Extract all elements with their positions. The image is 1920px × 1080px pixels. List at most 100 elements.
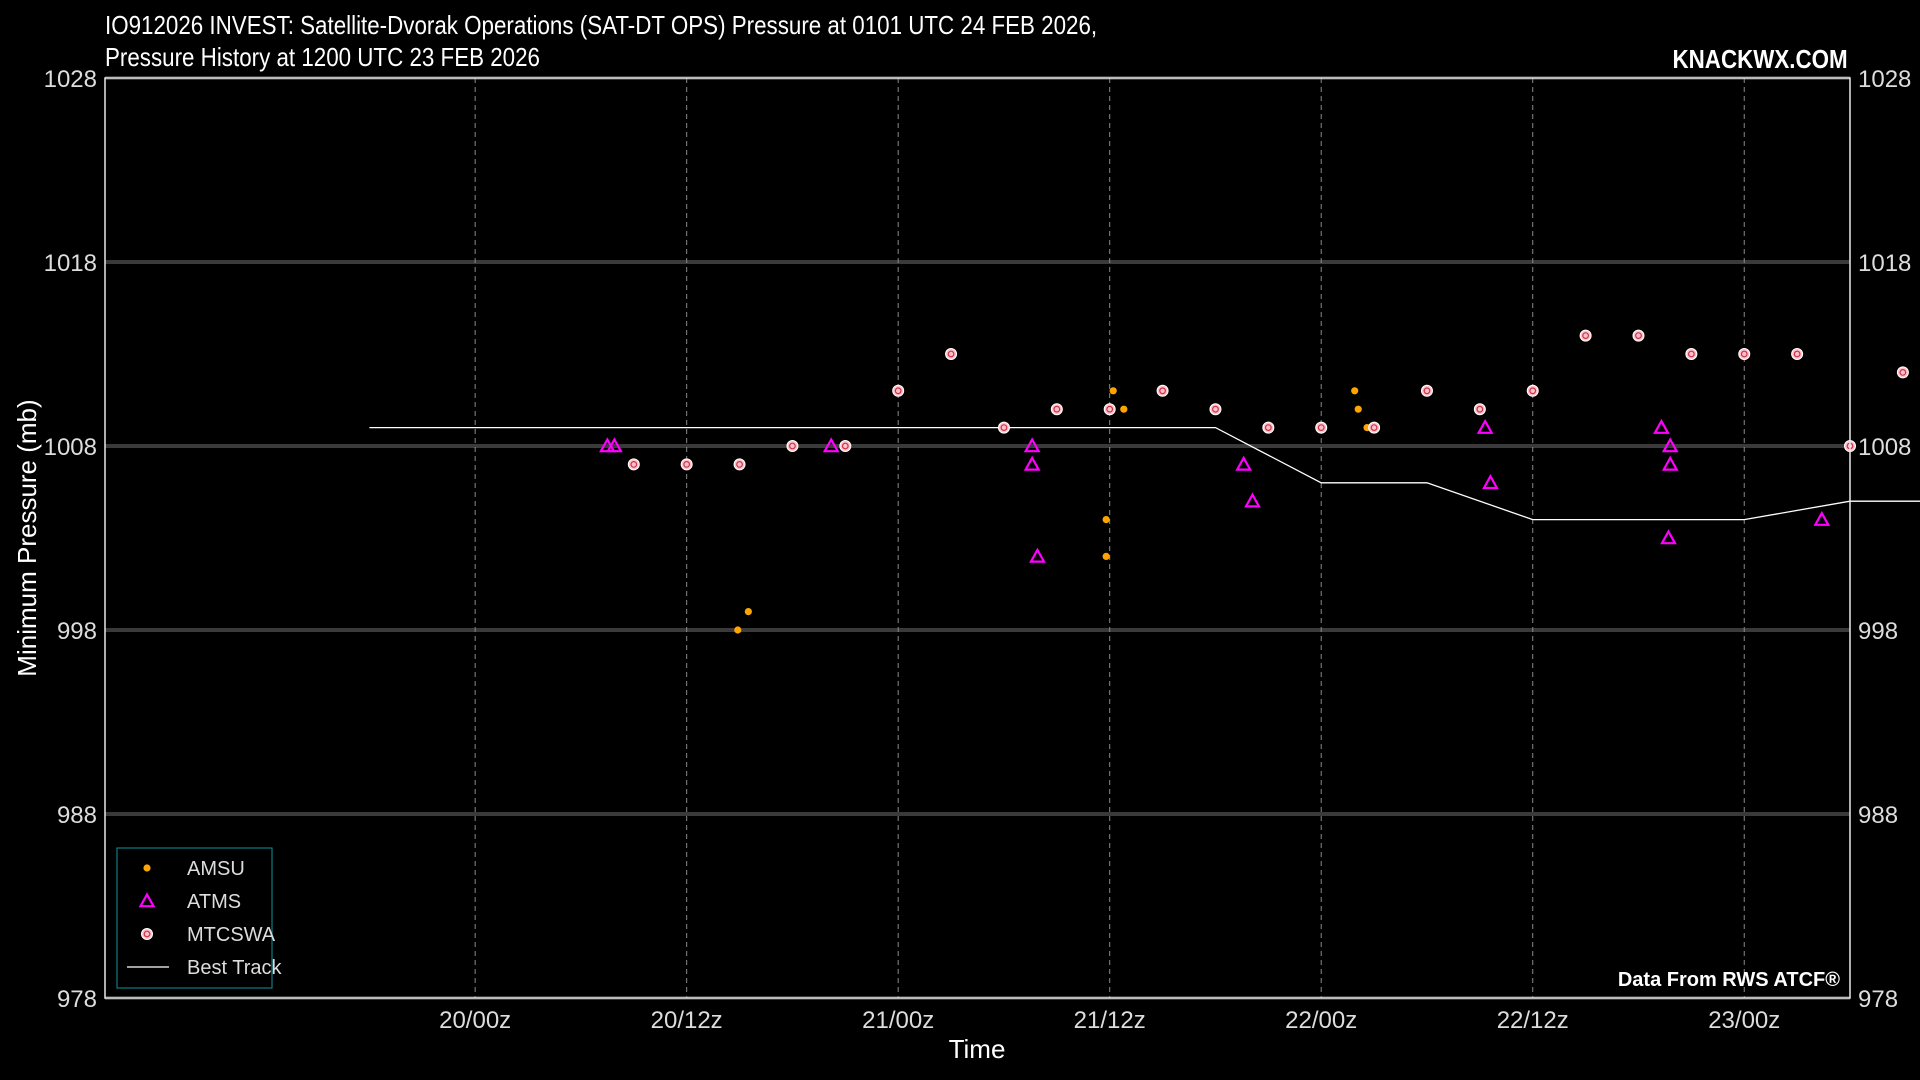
mtcswa-point (1685, 348, 1698, 360)
mtcswa-point (733, 458, 746, 471)
y-tick-label: 1008 (44, 434, 97, 461)
y-tick-label: 988 (57, 802, 97, 829)
y-tick-labels-right: 978 988 998 1008 1018 1028 (1858, 66, 1911, 1013)
y-tick-label: 978 (57, 986, 97, 1013)
x-tick-label: 20/12z (651, 1007, 723, 1034)
mtcswa-point (1103, 403, 1116, 416)
mtcswa-point-ring (1159, 387, 1166, 395)
chart-title-line2: Pressure History at 1200 UTC 23 FEB 2026 (105, 42, 540, 72)
mtcswa-point-ring (736, 461, 743, 468)
atms-point (1029, 547, 1046, 563)
mtcswa-point (839, 440, 852, 452)
mtcswa-point (1526, 384, 1539, 397)
atms-point (822, 437, 840, 453)
legend-label: ATMS (187, 891, 241, 913)
mtcswa-point-ring (1476, 405, 1484, 413)
legend: AMSU ATMS MTCSWA Best Track (116, 847, 282, 989)
mtcswa-point-ring (1793, 350, 1801, 358)
legend-box (116, 847, 273, 989)
mtcswa-point (680, 458, 693, 471)
mtcswa-point (997, 421, 1010, 434)
x-tick-label: 23/00z (1708, 1007, 1780, 1034)
legend-label: Best Track (187, 957, 282, 979)
amsu-point (1354, 405, 1362, 413)
mtcswa-point-ring (1423, 387, 1431, 395)
brand-label: KNACKWX.COM (1672, 44, 1848, 74)
mtcswa-point (1050, 403, 1063, 416)
mtcswa-point-ring (1899, 369, 1907, 376)
y-axis-label: Minimum Pressure (mb) (12, 399, 42, 676)
y-tick-label-right: 1008 (1858, 434, 1911, 461)
mtcswa-point (1156, 384, 1169, 397)
legend-mtcswa-swatch (141, 928, 153, 940)
mtcswa-point-ring (1212, 405, 1219, 413)
y-tick-label: 998 (57, 618, 97, 645)
mtcswa-point (1420, 384, 1433, 397)
mtcswa-point-ring (1370, 424, 1378, 432)
mtcswa-point (1368, 421, 1381, 434)
mtcswa-point (1632, 329, 1645, 342)
atms-point (1244, 492, 1261, 508)
x-axis-label: Time (949, 1034, 1006, 1064)
amsu-point (1120, 405, 1128, 413)
y-tick-label-right: 978 (1858, 986, 1898, 1013)
x-tick-label: 20/00z (439, 1007, 511, 1034)
atms-point (1023, 437, 1041, 453)
amsu-point (1351, 387, 1359, 395)
mtcswa-point (1262, 421, 1275, 434)
mtcswa-point-ring (1317, 424, 1325, 432)
plot-frame (104, 77, 1851, 999)
amsu-point (1102, 552, 1110, 561)
mtcswa-point-ring (683, 461, 691, 468)
mtcswa-point-ring (841, 442, 849, 450)
amsu-point (1102, 516, 1110, 524)
best-track-series (369, 426, 1920, 521)
x-tick-label: 21/12z (1074, 1007, 1146, 1034)
y-tick-labels-left: 978 988 998 1008 1018 1028 (44, 66, 97, 1013)
mtcswa-point (945, 348, 958, 360)
mtcswa-point (1896, 366, 1909, 379)
x-tick-label: 22/00z (1285, 1007, 1357, 1034)
legend-label: AMSU (187, 858, 245, 880)
atms-point (1813, 510, 1831, 526)
mtcswa-point-ring (1582, 332, 1590, 340)
mtcswa-point (1738, 348, 1751, 360)
atms-point (606, 437, 623, 453)
data-credit: Data From RWS ATCF® (1618, 969, 1840, 991)
y-tick-label: 1028 (44, 66, 97, 93)
y-tick-label: 1018 (44, 250, 97, 277)
mtcswa-point-ring (630, 461, 638, 468)
mtcswa-point-ring (1740, 350, 1748, 358)
x-tick-labels: 20/00z 20/12z 21/00z 21/12z 22/00z 22/12z 23/0… (439, 1007, 1920, 1034)
x-tick-label: 22/12z (1497, 1007, 1569, 1034)
legend-label: MTCSWA (187, 924, 276, 946)
x-tick-label: 21/00z (862, 1007, 934, 1034)
atms-point (1653, 418, 1670, 434)
mtcswa-point-ring (1000, 424, 1008, 432)
mtcswa-point-ring (1687, 350, 1695, 358)
mtcswa-point (1209, 403, 1222, 416)
mtcswa-point-ring (1264, 424, 1272, 432)
mtcswa-point (786, 440, 799, 452)
atms-point (1476, 418, 1494, 434)
mtcswa-point-ring (789, 442, 796, 450)
atms-point (1661, 455, 1679, 471)
legend-mtcswa-swatch-ring (143, 930, 151, 938)
legend-atms-swatch (138, 892, 156, 908)
mtcswa-point-ring (1635, 332, 1642, 340)
y-tick-label-right: 1028 (1858, 66, 1911, 93)
y-tick-label-right: 1018 (1858, 250, 1911, 277)
mtcswa-point-ring (1529, 387, 1537, 395)
best-track-line (369, 426, 1920, 521)
mtcswa-point-ring (947, 350, 955, 358)
mtcswa-point-ring (894, 387, 902, 395)
mtcswa-point (1473, 403, 1486, 416)
amsu-point (1109, 387, 1117, 395)
atms-point (1482, 474, 1499, 490)
mtcswa-point-ring (1053, 405, 1061, 413)
mtcswa-point (892, 384, 905, 397)
atms-point (1023, 455, 1041, 471)
mtcswa-point-ring (1106, 405, 1114, 413)
mtcswa-point (1315, 421, 1328, 434)
